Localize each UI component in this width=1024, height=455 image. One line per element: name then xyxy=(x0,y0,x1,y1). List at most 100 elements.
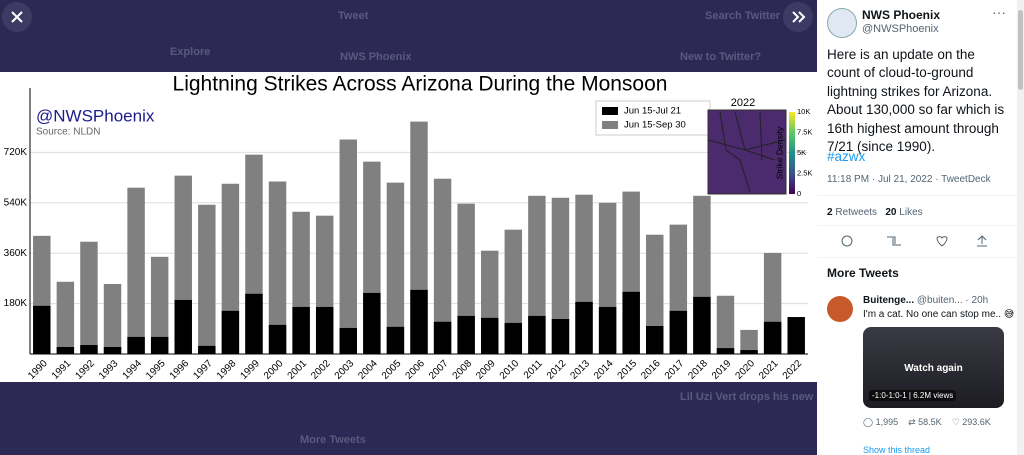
bar xyxy=(669,310,688,354)
x-tick-label: 2007 xyxy=(427,358,451,382)
bar xyxy=(457,315,475,354)
x-tick-label: 2018 xyxy=(686,358,710,382)
video[interactable]: Watch again -1:0-1:0-1 | 6.2M views xyxy=(863,327,1004,408)
avatar-2[interactable] xyxy=(827,296,853,322)
x-tick-label: 1991 xyxy=(50,358,74,382)
video-duration: -1:0-1:0-1 xyxy=(872,391,907,400)
bar xyxy=(787,317,805,354)
tweet2-header: Buitenge... @buiten... · 20h xyxy=(863,295,988,306)
expand-icon xyxy=(792,11,806,23)
chart: Lightning Strikes Across Arizona During … xyxy=(4,73,813,382)
bar xyxy=(339,327,357,354)
x-tick-label: 2013 xyxy=(569,358,593,382)
bar xyxy=(150,336,169,354)
close-icon xyxy=(11,11,23,23)
x-tick-label: 1999 xyxy=(238,358,262,382)
bar xyxy=(386,182,405,354)
bar xyxy=(56,281,75,354)
bar xyxy=(504,322,523,354)
colorbar-tick: 2.5K xyxy=(797,168,812,177)
bar xyxy=(528,315,546,354)
bar xyxy=(551,319,570,354)
x-tick-label: 2009 xyxy=(474,358,498,382)
bar xyxy=(386,326,405,354)
x-tick-label: 2001 xyxy=(286,358,310,382)
x-tick-label: 2011 xyxy=(522,358,545,381)
bar xyxy=(433,321,452,354)
chart-title: Lightning Strikes Across Arizona During … xyxy=(173,73,668,96)
bar xyxy=(198,345,216,354)
x-tick-label: 1993 xyxy=(97,358,121,382)
bar xyxy=(598,306,617,354)
show-thread[interactable]: Show this thread xyxy=(863,445,931,455)
tweet2-stats: ◯ 1,995 ⇄ 58.5K ♡ 293.6K xyxy=(863,417,991,427)
legend-label: Jun 15-Jul 21 xyxy=(624,106,681,117)
bar xyxy=(481,317,499,354)
x-tick-label: 2000 xyxy=(262,358,286,382)
bar xyxy=(292,306,310,354)
more-tweets-title: More Tweets xyxy=(827,266,899,280)
watermark: @NWSPhoenix xyxy=(36,106,155,125)
tweet2-replies[interactable]: 1,995 xyxy=(875,417,899,427)
reply-icon[interactable] xyxy=(841,235,853,247)
media-viewer: Tweet Explore NWS Phoenix Search Twitter… xyxy=(0,0,817,455)
bar xyxy=(363,292,381,354)
bar xyxy=(315,306,334,354)
bg-tweet: Tweet xyxy=(338,10,369,22)
x-tick-label: 2020 xyxy=(734,358,758,382)
share-icon[interactable] xyxy=(977,235,987,247)
bg-more: More Tweets xyxy=(300,434,366,446)
x-tick-label: 1994 xyxy=(121,358,145,382)
colorbar-tick: 5K xyxy=(797,148,806,157)
scrollbar[interactable] xyxy=(1017,0,1024,455)
bar xyxy=(268,181,287,354)
tweet2-handle[interactable]: @buiten... xyxy=(916,295,963,306)
hashtag[interactable]: #azwx xyxy=(827,149,866,164)
bar xyxy=(646,234,664,354)
bar xyxy=(433,178,452,354)
x-tick-label: 2008 xyxy=(451,358,475,382)
tweet2-retweets[interactable]: 58.5K xyxy=(918,417,942,427)
legend-box xyxy=(595,100,711,136)
handle[interactable]: @NWSPhoenix xyxy=(862,23,939,35)
tweet2-author[interactable]: Buitenge... xyxy=(863,295,915,306)
bar xyxy=(245,293,263,354)
author[interactable]: NWS Phoenix xyxy=(862,8,941,22)
x-tick-label: 1998 xyxy=(215,358,239,382)
x-tick-label: 2015 xyxy=(616,358,640,382)
tweet-meta: 11:18 PM · Jul 21, 2022 · TweetDeck xyxy=(827,174,991,185)
bg-trend: Lil Uzi Vert drops his new EP Red & Whit… xyxy=(680,391,817,403)
bar xyxy=(33,305,51,354)
tweet-text: Here is an update on the count of cloud-… xyxy=(827,47,1005,155)
tweet-panel: NWS Phoenix @NWSPhoenix ··· Here is an u… xyxy=(817,0,1024,455)
bar xyxy=(693,296,711,354)
avatar[interactable] xyxy=(827,8,857,38)
x-tick-label: 2010 xyxy=(498,358,522,382)
bar xyxy=(127,336,145,354)
more-menu[interactable]: ··· xyxy=(992,4,1006,20)
colorbar-tick: 10K xyxy=(797,107,810,116)
bar xyxy=(103,284,122,354)
x-tick-label: 1992 xyxy=(73,358,97,382)
y-tick-label: 360K xyxy=(4,248,28,259)
colorbar-tick: 0 xyxy=(797,189,801,198)
x-tick-label: 1995 xyxy=(144,358,168,382)
like-icon[interactable] xyxy=(936,236,948,247)
bar xyxy=(646,326,664,354)
x-tick-label: 2017 xyxy=(663,358,687,382)
bar xyxy=(103,347,122,354)
inset-title: 2022 xyxy=(731,97,755,109)
tweet2-likes[interactable]: 293.6K xyxy=(962,417,991,427)
x-tick-label: 2003 xyxy=(333,358,357,382)
retweet-icon[interactable] xyxy=(887,236,901,246)
tweet2-text: I'm a cat. No one can stop me.. 😅 xyxy=(863,309,1015,320)
x-tick-label: 2022 xyxy=(781,358,805,382)
bar xyxy=(551,197,570,354)
x-tick-label: 1996 xyxy=(168,358,192,382)
watch-again[interactable]: Watch again xyxy=(904,363,963,374)
inset-counties xyxy=(707,111,786,193)
video-views: 6.2M views xyxy=(913,391,954,400)
bar xyxy=(504,229,523,354)
bar xyxy=(80,345,98,354)
